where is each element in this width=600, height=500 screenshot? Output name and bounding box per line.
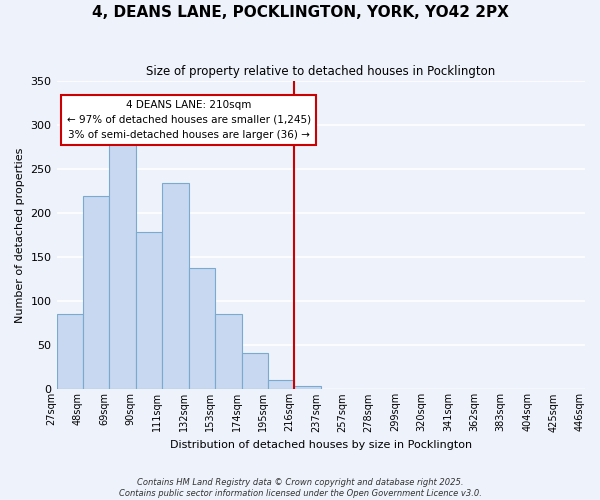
Bar xyxy=(295,386,321,390)
Y-axis label: Number of detached properties: Number of detached properties xyxy=(15,148,25,322)
Text: 4, DEANS LANE, POCKLINGTON, YORK, YO42 2PX: 4, DEANS LANE, POCKLINGTON, YORK, YO42 2… xyxy=(92,5,508,20)
Bar xyxy=(215,314,242,390)
Bar xyxy=(268,380,295,390)
Bar xyxy=(188,268,215,390)
Bar xyxy=(242,353,268,390)
Bar xyxy=(56,314,83,390)
Bar xyxy=(162,183,188,390)
Text: 4 DEANS LANE: 210sqm
← 97% of detached houses are smaller (1,245)
3% of semi-det: 4 DEANS LANE: 210sqm ← 97% of detached h… xyxy=(67,100,311,140)
Bar xyxy=(109,139,136,390)
Bar xyxy=(83,196,109,390)
Bar xyxy=(321,388,347,390)
Bar xyxy=(136,232,162,390)
X-axis label: Distribution of detached houses by size in Pocklington: Distribution of detached houses by size … xyxy=(170,440,472,450)
Text: Contains HM Land Registry data © Crown copyright and database right 2025.
Contai: Contains HM Land Registry data © Crown c… xyxy=(119,478,481,498)
Title: Size of property relative to detached houses in Pocklington: Size of property relative to detached ho… xyxy=(146,65,496,78)
